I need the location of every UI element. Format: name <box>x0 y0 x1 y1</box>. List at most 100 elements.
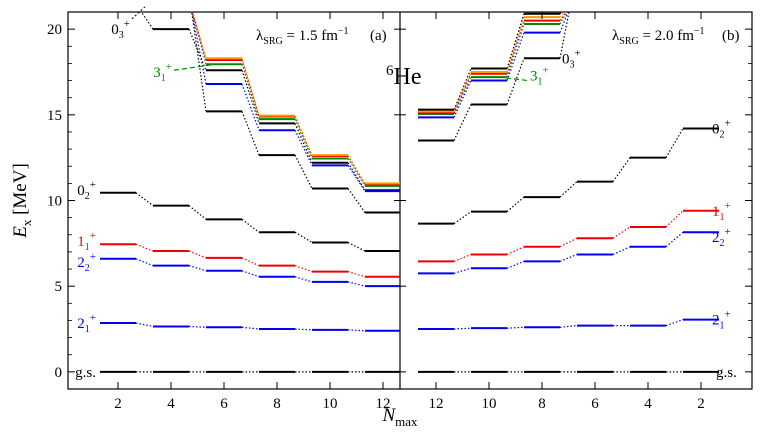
state-label: 21+ <box>712 309 731 332</box>
level-connector <box>506 23 525 78</box>
level-connector <box>453 104 472 141</box>
level-connector <box>188 265 207 272</box>
level-connector <box>241 111 260 156</box>
center-title: 6He <box>386 63 421 90</box>
level-connector <box>135 322 154 328</box>
x-tick-label: 4 <box>167 396 175 412</box>
level-connector <box>506 32 525 81</box>
state-label: 31+ <box>153 61 172 84</box>
pointer-3-1 <box>173 63 216 71</box>
level-connector <box>241 218 260 233</box>
x-tick-label: 10 <box>482 396 497 412</box>
state-label: 02+ <box>77 179 96 202</box>
level-connector <box>188 28 207 71</box>
level-connector-offscale <box>191 12 207 65</box>
level-connector <box>294 328 313 331</box>
level-connector <box>506 260 525 269</box>
level-connector <box>347 329 366 332</box>
level-connector <box>347 281 366 287</box>
level-connector <box>347 241 366 252</box>
level-connector <box>665 128 684 158</box>
y-tick-label: 15 <box>47 108 62 124</box>
level-connector <box>453 73 472 114</box>
state-label: 02+ <box>712 118 731 141</box>
level-connector-offscale <box>191 12 207 85</box>
state-label: 31+ <box>530 64 549 87</box>
state-label: 03+ <box>562 47 581 70</box>
level-connector <box>559 181 578 198</box>
level-connector <box>453 80 472 118</box>
level-connector <box>453 253 472 262</box>
level-connector <box>241 83 260 131</box>
state-label: 21+ <box>77 312 96 335</box>
level-connector-offscale <box>559 12 566 18</box>
panel-a-levels <box>100 12 400 373</box>
x-tick-label: 12 <box>429 396 444 412</box>
level-connector <box>294 154 313 189</box>
level-connector <box>241 59 260 117</box>
level-connector <box>347 188 366 213</box>
level-connector-offscale <box>140 12 154 30</box>
level-connector <box>294 231 313 243</box>
level-connector <box>506 13 525 69</box>
state-label: g.s. <box>716 365 737 381</box>
y-tick-label: 10 <box>47 194 62 210</box>
x-tick-label: 8 <box>538 396 546 412</box>
level-connector-offscale <box>559 12 569 33</box>
level-connector <box>559 324 578 328</box>
state-label: 22+ <box>77 251 96 274</box>
level-connector <box>506 246 525 256</box>
state-label: 11+ <box>712 200 731 223</box>
x-tick-label: 6 <box>591 396 599 412</box>
level-connector <box>506 20 525 74</box>
level-connector <box>188 205 207 220</box>
x-tick-label: 4 <box>644 396 652 412</box>
y-tick-label: 5 <box>55 279 63 295</box>
x-tick-label: 2 <box>114 396 122 412</box>
level-connector <box>506 326 525 329</box>
x-tick-label: 6 <box>220 396 228 412</box>
level-connector-offscale <box>191 12 207 61</box>
level-connector <box>135 243 154 252</box>
level-connector <box>347 162 366 191</box>
x-tick-label: 10 <box>323 396 338 412</box>
x-tick-label: 8 <box>273 396 281 412</box>
x-axis-label: Nmax <box>381 405 418 429</box>
level-connector <box>241 58 260 116</box>
level-connector <box>294 123 313 164</box>
level-connector <box>294 129 313 166</box>
lambda-label: λSRG = 1.5 fm−1 <box>256 26 349 47</box>
pointer-3-1 <box>505 77 529 82</box>
level-connector <box>665 210 684 228</box>
y-tick-label: 0 <box>55 365 63 381</box>
level-connector <box>347 165 366 192</box>
level-connector <box>294 115 313 156</box>
level-connector <box>506 58 525 105</box>
level-connector <box>241 70 260 124</box>
level-connector <box>294 265 313 273</box>
level-connector <box>135 258 154 267</box>
level-connector <box>665 319 684 327</box>
state-label: 03+ <box>111 18 130 41</box>
level-connector <box>241 257 260 267</box>
level-connector <box>506 16 525 73</box>
level-connector <box>347 271 366 278</box>
level-connector <box>612 246 631 256</box>
level-connector <box>453 76 472 115</box>
level-connector <box>453 267 472 274</box>
level-connector-offscale <box>559 12 568 21</box>
level-connector <box>453 327 472 330</box>
state-label: 22+ <box>712 226 731 249</box>
level-connector <box>294 276 313 283</box>
level-connector <box>188 325 207 328</box>
level-connector <box>612 226 631 239</box>
level-connector <box>506 196 525 213</box>
level-connector <box>559 253 578 262</box>
y-axis-label: Ex [MeV] <box>10 163 34 239</box>
level-connector-offscale <box>559 12 568 25</box>
level-connector-offscale <box>191 12 207 112</box>
level-connector <box>612 157 631 182</box>
panel-label: (a) <box>370 28 387 44</box>
